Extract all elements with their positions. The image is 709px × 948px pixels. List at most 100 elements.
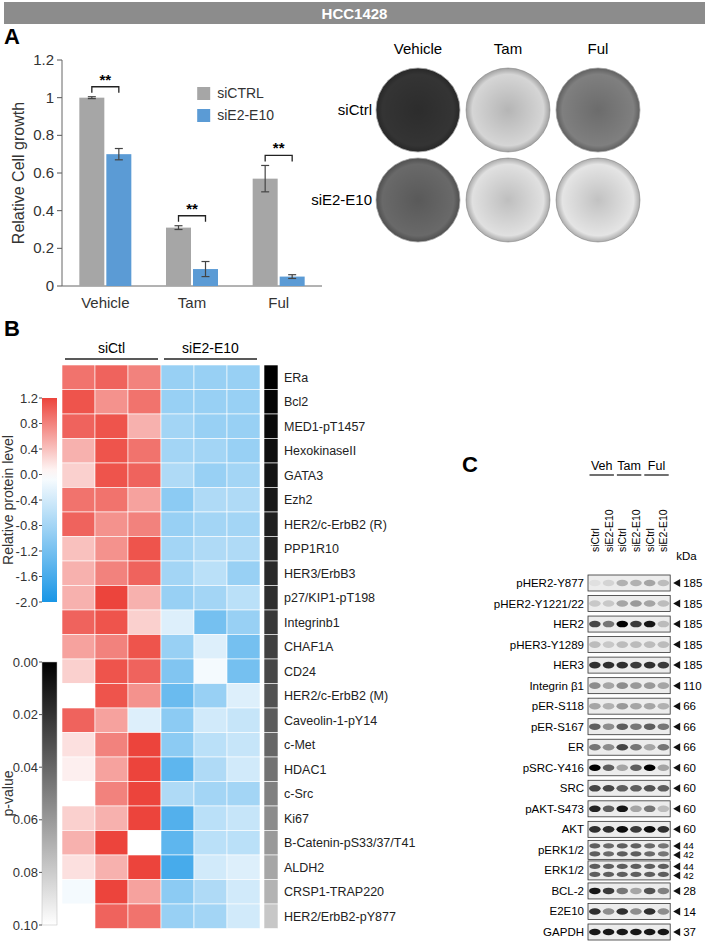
heatmap-cell [128,659,161,684]
heatmap-cell [194,414,227,439]
heatmap-cell [227,880,260,905]
condition-line [644,474,668,475]
band-main [616,806,628,813]
figure: ABCHCC142800.20.40.60.811.2Relative Cell… [0,0,709,948]
colony-well [466,158,550,242]
blot-label: ERK1/2 [544,864,584,876]
row-label: PPP1R10 [284,542,339,556]
band-main [630,682,642,689]
blot-strip [588,698,670,714]
band-main [616,723,628,730]
band-main [603,641,615,648]
colony-texture [466,68,550,152]
significance: ** [273,139,285,156]
heatmap-cell [128,708,161,733]
p-value-cell [264,806,278,831]
heatmap-cell [194,806,227,831]
band-main [644,723,656,730]
heatmap-cell [161,757,194,782]
band [658,703,670,710]
band-main [644,703,656,710]
lane-label: siCtrl [644,528,656,552]
band-main [658,600,670,607]
p-value-cell [264,635,278,660]
band [589,843,600,856]
condition-label: Ful [648,459,665,473]
heatmap-cell [128,537,161,562]
blot-strip [588,596,670,612]
row-label: GATA3 [284,469,323,483]
heatmap-cell [194,635,227,660]
band [658,723,670,730]
heatmap-cell [95,757,128,782]
heatmap-cell [128,733,161,758]
band-main [603,826,615,833]
band [644,864,655,877]
error-cap [261,165,269,166]
p-value-cell [264,880,278,905]
row-label: HexokinaseII [284,444,356,458]
heatmap-cell [194,439,227,464]
band-main [644,764,656,771]
heatmap-cell [95,635,128,660]
error-cap [288,278,296,279]
column-label: Vehicle [394,40,442,57]
p-value-cell [264,610,278,635]
heatmap-cell [227,390,260,415]
tick-label: 0.4 [20,442,38,457]
heatmap-cell [227,537,260,562]
kda-arrow [673,871,680,879]
band [658,662,670,669]
band-main [616,641,628,648]
blot-strip [588,637,670,653]
condition-label: Veh [591,459,613,473]
band-main [616,929,628,936]
band [644,826,656,833]
blot-strip [588,883,670,899]
p-value-cell [264,659,278,684]
band [658,826,670,833]
row-label: siE2-E10 [311,191,372,208]
tick [57,286,62,287]
heatmap-cell [227,635,260,660]
band [616,806,628,813]
heatmap-cell [161,635,194,660]
band-lower [617,872,628,877]
band-main [616,682,628,689]
band-main [603,662,615,669]
heatmap-cell [227,831,260,856]
p-value-cell [264,684,278,709]
band-main [603,888,615,895]
heatmap-cell [62,463,95,488]
heatmap-cell [95,806,128,831]
band [630,888,642,895]
kda-arrow [673,723,680,731]
p-value-cell [264,414,278,439]
blot-strip [588,861,670,880]
band [644,703,656,710]
blot-strip [588,678,670,694]
band-main [630,641,642,648]
error-cap [202,261,210,262]
p-value-cell [264,463,278,488]
blot-strip [588,903,670,919]
error-cap [115,148,123,149]
colony-well [556,158,640,242]
tick-label: -2.0 [16,595,38,610]
p-value-cell [264,733,278,758]
heatmap-cell [194,904,227,929]
heatmap-cell [161,586,194,611]
band [617,864,628,877]
band [644,600,656,607]
heatmap-cell [62,635,95,660]
tick-label: 0.08 [13,865,38,880]
band-lower [603,851,614,856]
error-bar [115,149,123,160]
band [658,641,670,648]
band-upper [617,843,628,848]
band-main [603,723,615,730]
heatmap-cell [194,390,227,415]
band-main [603,600,615,607]
row-label: ERa [284,371,308,385]
tick [39,662,42,663]
